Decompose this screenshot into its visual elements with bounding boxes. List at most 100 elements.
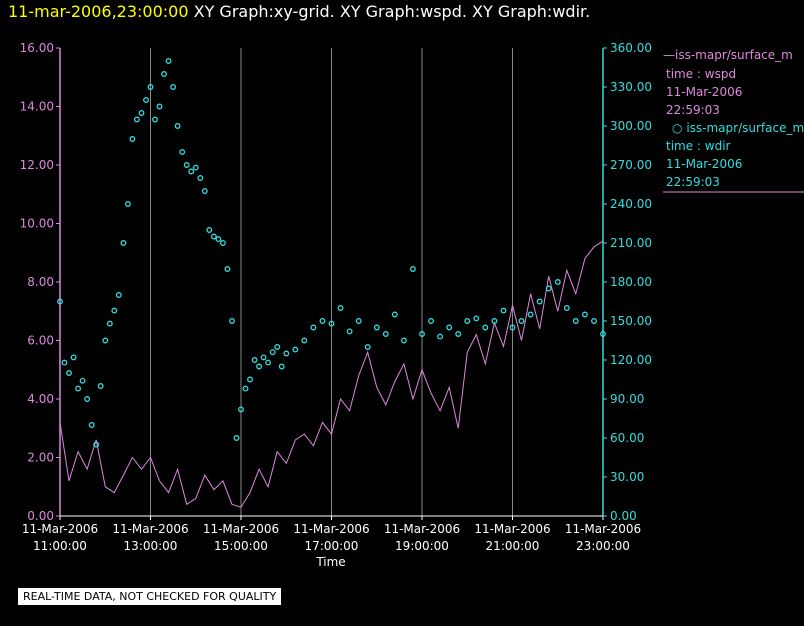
wdir-point	[206, 227, 213, 233]
wdir-point	[224, 266, 231, 272]
wspd-line	[59, 240, 604, 508]
wdir-point	[84, 396, 91, 402]
wdir-point	[88, 422, 95, 428]
x-tick-date: 11-Mar-2006	[22, 522, 98, 536]
quality-disclaimer: REAL-TIME DATA, NOT CHECKED FOR QUALITY	[18, 588, 282, 605]
wdir-point	[269, 349, 276, 356]
wdir-point	[260, 354, 267, 361]
wdir-point	[482, 324, 489, 331]
wdir-point	[409, 266, 416, 272]
wdir-point	[183, 162, 190, 168]
wdir-point	[165, 58, 172, 64]
y-left-tick-label: 14.00	[20, 100, 54, 114]
x-tick-time: 19:00:00	[395, 539, 449, 553]
wdir-point	[233, 435, 240, 441]
x-tick-time: 15:00:00	[214, 539, 268, 553]
legend-wdir-source: iss-mapr/surface_m	[686, 121, 804, 135]
y-left-tick-label: 6.00	[27, 334, 54, 348]
wdir-point	[102, 337, 109, 344]
wdir-point	[179, 149, 186, 155]
wdir-point	[591, 318, 597, 324]
wdir-point	[527, 311, 534, 318]
y-left-tick-label: 0.00	[27, 509, 54, 523]
legend-entry-wspd: —iss-mapr/surface_m	[663, 48, 793, 62]
wdir-point	[61, 359, 68, 366]
wdir-point	[400, 337, 407, 344]
x-tick-date: 11-Mar-2006	[293, 522, 369, 536]
y-right-tick-label: 300.00	[610, 119, 652, 133]
y-right-tick-label: 90.00	[610, 392, 644, 406]
wdir-point	[545, 285, 552, 292]
legend-line-icon: —	[663, 48, 675, 62]
legend-wspd-time: 22:59:03	[666, 103, 720, 117]
wdir-point	[518, 318, 525, 324]
y-right-tick-label: 240.00	[610, 197, 652, 211]
wdir-point	[201, 188, 208, 194]
y-right-tick-label: 180.00	[610, 275, 652, 289]
graph-list: XY Graph:xy-grid. XY Graph:wspd. XY Grap…	[193, 2, 591, 21]
y-left-tick-label: 4.00	[27, 392, 54, 406]
timestamp: 11-mar-2006,23:00:00	[8, 2, 189, 21]
wdir-point	[337, 305, 344, 311]
y-right-tick-label: 330.00	[610, 80, 652, 94]
y-left-tick-label: 2.00	[27, 451, 54, 465]
wdir-point	[256, 363, 263, 370]
wdir-point	[373, 324, 380, 331]
wdir-point	[536, 298, 543, 305]
x-tick-date: 11-Mar-2006	[203, 522, 279, 536]
x-tick-time: 13:00:00	[124, 539, 178, 553]
wdir-point	[219, 240, 226, 246]
x-tick-date: 11-Mar-2006	[112, 522, 188, 536]
wdir-point	[600, 331, 606, 337]
wdir-point	[70, 354, 77, 361]
legend-wspd-source: iss-mapr/surface_m	[675, 48, 793, 62]
wdir-point	[581, 311, 588, 318]
wdir-point	[147, 84, 154, 90]
x-tick-time: 21:00:00	[486, 539, 540, 553]
wdir-point	[428, 318, 434, 324]
wdir-point	[229, 318, 235, 324]
wdir-point	[382, 331, 389, 337]
wdir-point	[161, 71, 168, 77]
wdir-point	[473, 315, 480, 322]
x-tick-date: 11-Mar-2006	[384, 522, 460, 536]
wdir-point	[210, 233, 217, 240]
wdir-point	[491, 318, 498, 324]
wdir-point	[509, 324, 516, 331]
wdir-point	[247, 376, 253, 383]
wdir-point	[437, 333, 444, 340]
wdir-point	[197, 175, 204, 181]
title-bar: 11-mar-2006,23:00:00 XY Graph:xy-grid. X…	[8, 2, 590, 21]
y-right-tick-label: 0.00	[610, 509, 637, 523]
wdir-point	[319, 318, 326, 324]
wdir-point	[124, 201, 131, 207]
x-tick-time: 23:00:00	[576, 539, 630, 553]
wdir-point	[106, 320, 113, 327]
wdir-point	[364, 344, 371, 350]
x-axis-label: Time	[315, 555, 345, 569]
wdir-point	[355, 318, 362, 324]
wdir-point	[57, 298, 63, 305]
legend-wdir-date: 11-Mar-2006	[666, 157, 743, 171]
wdir-point	[563, 305, 570, 311]
wdir-point	[446, 324, 453, 331]
y-right-tick-label: 120.00	[610, 353, 652, 367]
wdir-point	[391, 311, 398, 318]
wdir-series	[57, 58, 606, 448]
x-tick-time: 11:00:00	[33, 539, 87, 553]
wdir-point	[192, 164, 199, 171]
wdir-point	[152, 116, 158, 123]
wdir-point	[251, 357, 258, 363]
wdir-point	[133, 116, 140, 123]
wdir-point	[156, 103, 163, 110]
wdir-point	[500, 307, 507, 314]
wdir-point	[97, 383, 104, 389]
wdir-point	[328, 320, 335, 327]
wdir-point	[143, 97, 149, 103]
wdir-point	[75, 385, 82, 392]
y-right-tick-label: 360.00	[610, 41, 652, 55]
legend-wspd-field: time : wspd	[666, 67, 737, 81]
y-left-tick-label: 12.00	[20, 158, 54, 172]
wdir-point	[419, 331, 425, 337]
